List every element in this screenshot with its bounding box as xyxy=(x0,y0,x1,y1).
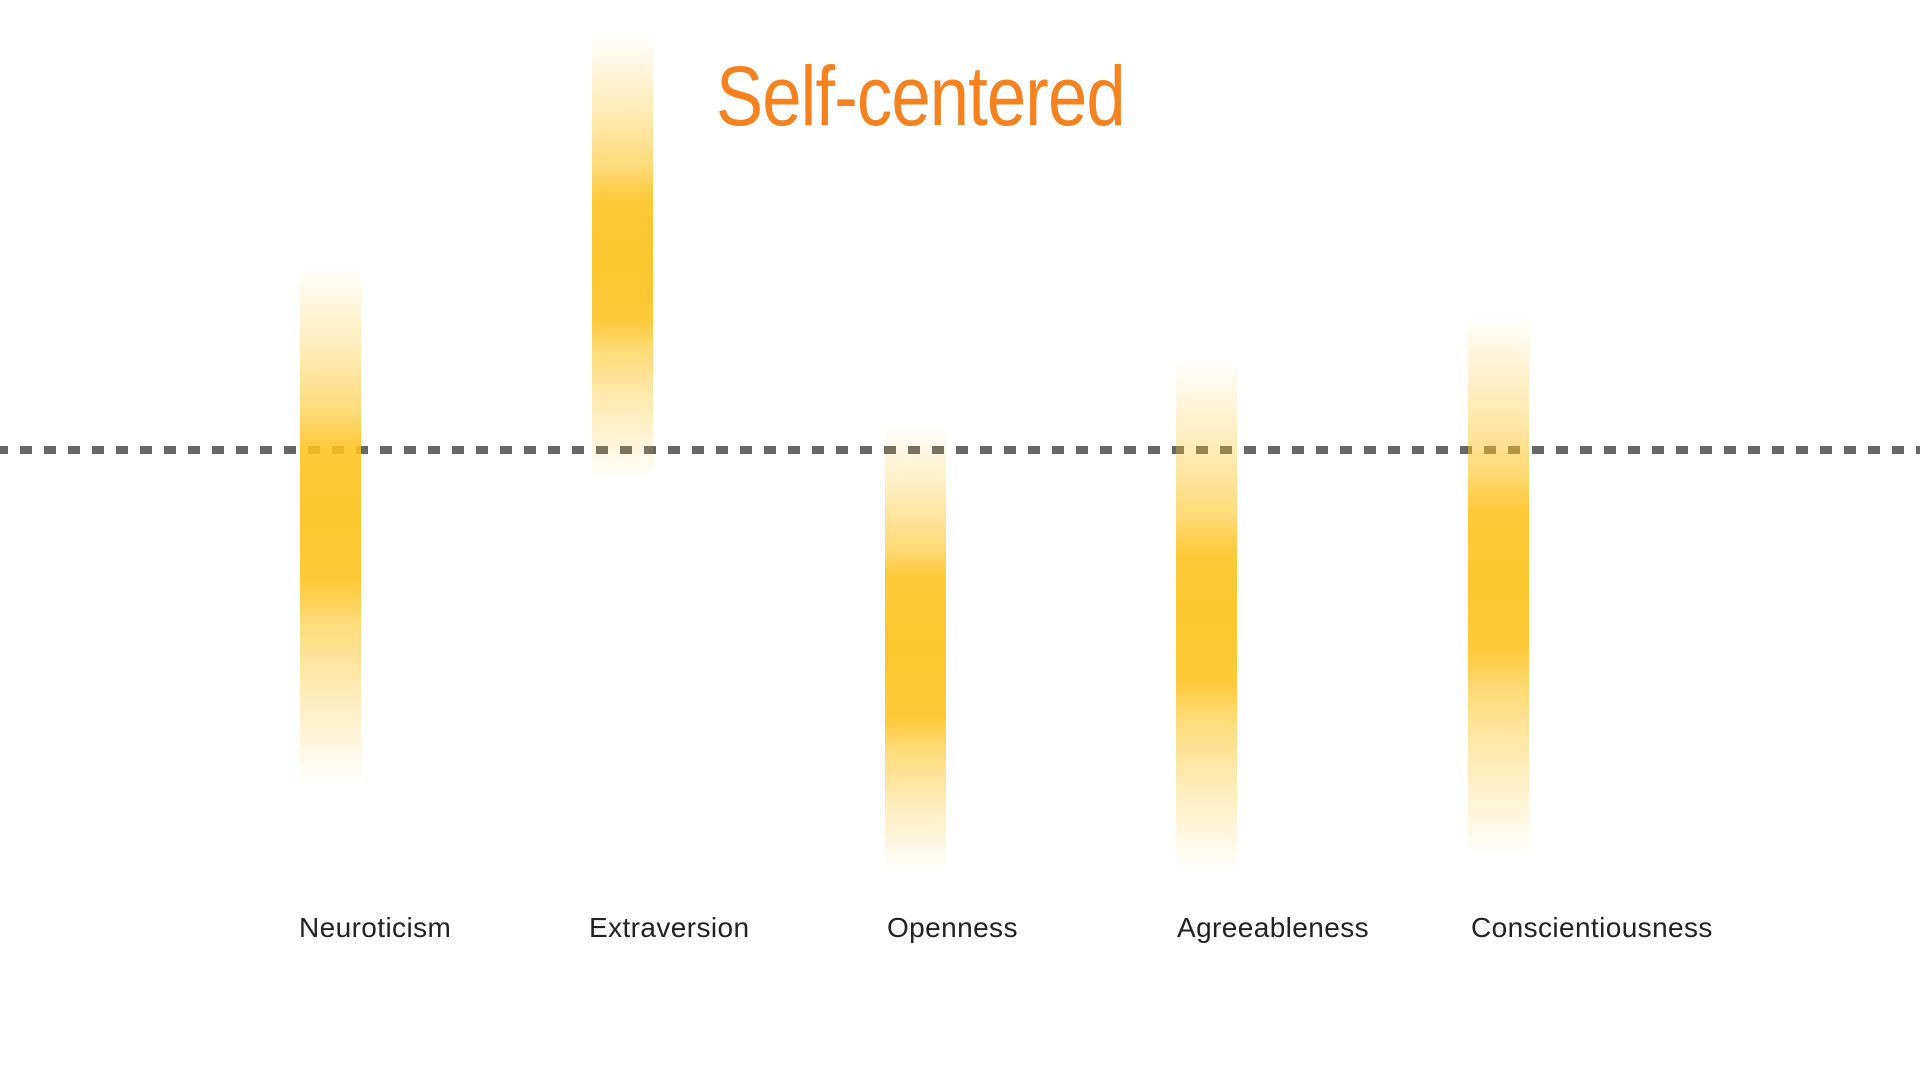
chart-title: Self-centered xyxy=(716,49,1126,143)
bar-conscientiousness xyxy=(1468,315,1529,855)
bar-neuroticism xyxy=(300,267,361,783)
label-neuroticism: Neuroticism xyxy=(299,912,452,943)
label-extraversion: Extraversion xyxy=(589,912,750,943)
label-agreeableness: Agreeableness xyxy=(1177,912,1369,943)
label-openness: Openness xyxy=(887,912,1018,943)
reference-dashed-line xyxy=(0,446,1920,454)
bar-extraversion xyxy=(592,35,653,479)
label-conscientiousness: Conscientiousness xyxy=(1471,912,1713,943)
bar-openness xyxy=(885,426,946,870)
bar-agreeableness xyxy=(1176,360,1237,870)
